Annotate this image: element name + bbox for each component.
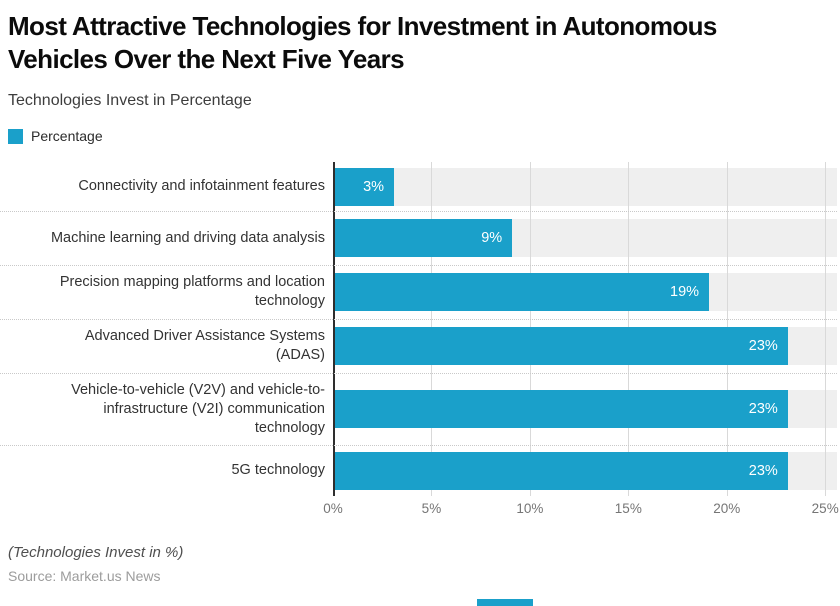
bar-value-label: 23% [748, 401, 778, 417]
bar-value-label: 3% [363, 178, 385, 195]
axis-tick-label: 15% [614, 501, 642, 516]
bar-row: 9% [333, 211, 837, 265]
chart-title-line-2: Vehicles Over the Next Five Years [8, 44, 405, 74]
chart-subtitle: Technologies Invest in Percentage [8, 92, 252, 109]
bar[interactable]: 3% [335, 167, 395, 206]
row-separator [0, 211, 837, 212]
axis-tick-label: 25% [811, 501, 839, 516]
category-label: 5G technology [231, 462, 325, 478]
bar[interactable]: 23% [335, 327, 788, 365]
bar-value-label: 19% [670, 284, 700, 300]
category-label: Vehicle-to-vehicle (V2V) and vehicle-to-… [71, 381, 325, 436]
plot-area: 3% 9% 19% 23% 23% 23% [333, 162, 837, 496]
category-label: Precision mapping platforms and location… [59, 274, 325, 309]
chart-title: Most Attractive Technologies for Investm… [8, 10, 832, 76]
bar-value-label: 9% [481, 230, 503, 246]
bar-track [335, 167, 837, 206]
bar[interactable]: 23% [335, 451, 788, 490]
footnote: (Technologies Invest in %) [8, 544, 184, 561]
legend: Percentage [8, 128, 832, 144]
bar-value-label: 23% [748, 462, 778, 479]
gridline [825, 162, 827, 496]
bar-row: 19% [333, 265, 837, 319]
bar-chart: Connectivity and infotainment features Ma… [0, 162, 837, 496]
bar-value-label: 23% [748, 338, 778, 354]
category-label: Machine learning and driving data analys… [50, 229, 325, 246]
bar[interactable]: 19% [335, 273, 710, 311]
category-labels-column: Connectivity and infotainment features Ma… [0, 162, 333, 496]
row-separator [0, 265, 837, 266]
source-credit: Source: Market.us News [8, 568, 161, 584]
row-separator [0, 373, 837, 374]
bar-row: 23% [333, 373, 837, 445]
axis-tick-label: 10% [516, 501, 544, 516]
bar[interactable]: 23% [335, 390, 788, 428]
axis-tick-label: 20% [713, 501, 741, 516]
axis-tick-label: 5% [421, 501, 442, 516]
bar-row: 23% [333, 445, 837, 496]
category-label: Connectivity and infotainment features [78, 178, 325, 194]
legend-label[interactable]: Percentage [31, 128, 103, 144]
axis-tick-label: 0% [323, 501, 343, 516]
row-separator [0, 319, 837, 320]
bar-row: 23% [333, 319, 837, 373]
legend-swatch[interactable] [8, 128, 23, 144]
row-separator [0, 445, 837, 446]
chart-title-line-1: Most Attractive Technologies for Investm… [8, 11, 717, 41]
category-label: Advanced Driver Assistance Systems (ADAS… [84, 328, 325, 363]
y-axis-line [333, 162, 335, 496]
x-axis: 0% 5% 10% 15% 20% 25% [323, 501, 839, 518]
brand-accent-bar [477, 599, 533, 606]
bar[interactable]: 9% [335, 219, 513, 257]
bar-row: 3% [333, 162, 837, 211]
